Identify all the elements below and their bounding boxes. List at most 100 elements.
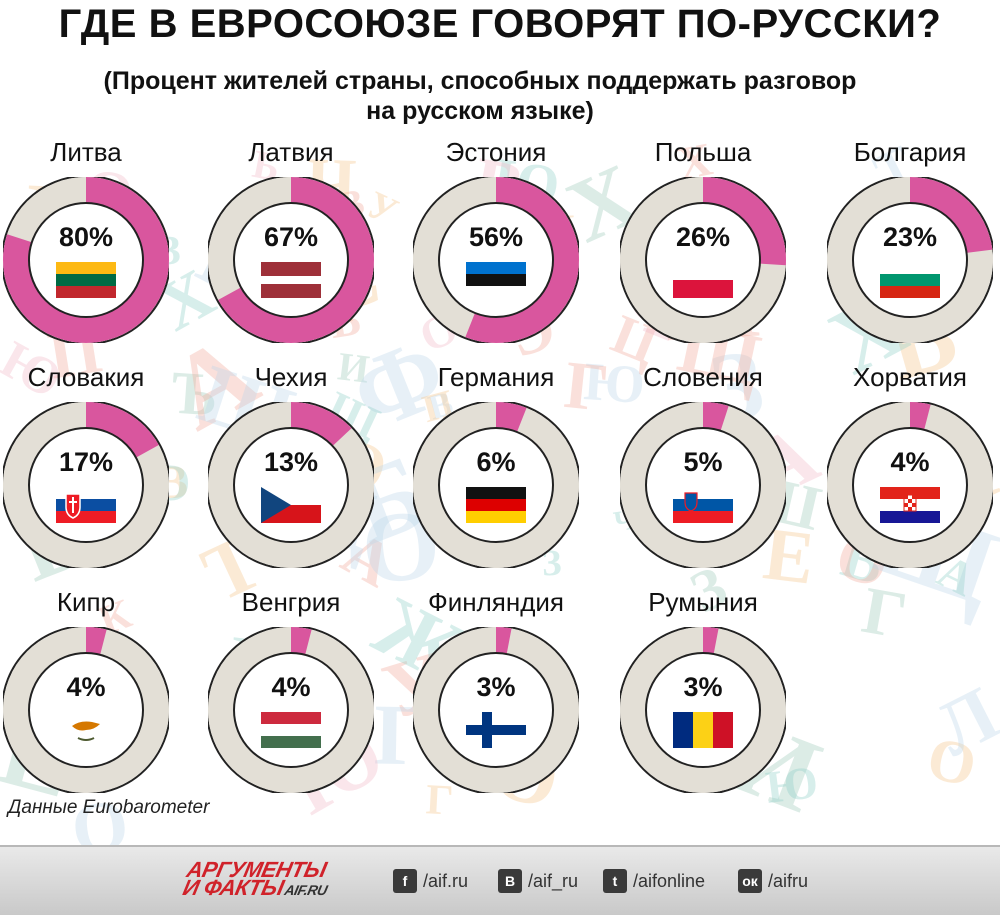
country-label-poland: Польша xyxy=(654,137,752,167)
donut-finland xyxy=(413,627,579,793)
country-label-croatia: Хорватия xyxy=(853,362,967,392)
twitter-icon: t xyxy=(603,869,627,893)
donut-value-arc xyxy=(208,627,374,793)
hungary-flag xyxy=(261,712,321,748)
aif-logo[interactable]: АРГУМЕНТЫ И ФАКТЫAIF.RU xyxy=(181,857,333,900)
donut-value-arc xyxy=(208,402,374,568)
donut-hungary xyxy=(208,627,374,793)
donut-inner-circle xyxy=(233,427,349,543)
footer-bar: АРГУМЕНТЫ И ФАКТЫAIF.RU f/aif.ru В/aif_ru… xyxy=(0,845,1000,915)
donut-latvia xyxy=(208,177,374,343)
donut-germany xyxy=(413,402,579,568)
donut-value-arc xyxy=(827,402,993,568)
slovakia-flag xyxy=(56,487,116,523)
value-label-finland: 3% xyxy=(476,672,516,702)
donut-lithuania xyxy=(3,177,169,343)
country-label-czechia: Чехия xyxy=(254,362,328,392)
germany-flag xyxy=(466,487,526,523)
donut-slovenia xyxy=(620,402,786,568)
donut-inner-circle xyxy=(438,202,554,318)
donut-inner-circle xyxy=(28,427,144,543)
facebook-icon: f xyxy=(393,869,417,893)
donut-romania xyxy=(620,627,786,793)
donut-inner-circle xyxy=(645,652,761,768)
value-label-slovenia: 5% xyxy=(683,447,723,477)
latvia-flag xyxy=(261,262,321,298)
country-label-hungary: Венгрия xyxy=(241,587,341,617)
donut-inner-circle xyxy=(233,652,349,768)
cyprus-flag xyxy=(56,712,116,748)
country-label-finland: Финляндия xyxy=(427,587,565,617)
donut-inner-circle xyxy=(233,202,349,318)
donut-value-arc xyxy=(620,627,786,793)
value-label-hungary: 4% xyxy=(271,672,311,702)
value-label-cyprus: 4% xyxy=(66,672,106,702)
value-label-estonia: 56% xyxy=(468,222,524,252)
country-label-estonia: Эстония xyxy=(445,137,547,167)
value-label-czechia: 13% xyxy=(263,447,319,477)
country-label-latvia: Латвия xyxy=(248,137,334,167)
social-link-facebook[interactable]: f/aif.ru xyxy=(393,869,468,893)
country-label-slovenia: Словения xyxy=(643,362,763,392)
donut-inner-circle xyxy=(852,202,968,318)
logo-domain: AIF.RU xyxy=(283,882,329,898)
donut-estonia xyxy=(413,177,579,343)
czechia-flag xyxy=(261,487,321,523)
social-handle: /aif.ru xyxy=(423,870,469,891)
subtitle-line-2: на русском языке) xyxy=(366,97,594,125)
lithuania-flag xyxy=(56,262,116,298)
donut-value-arc xyxy=(413,627,579,793)
donut-value-arc xyxy=(620,402,786,568)
slovenia-flag xyxy=(673,487,733,523)
donut-inner-circle xyxy=(438,427,554,543)
donut-value-arc xyxy=(827,177,993,343)
donut-slovakia xyxy=(3,402,169,568)
donut-inner-circle xyxy=(852,427,968,543)
donut-croatia xyxy=(827,402,993,568)
donut-value-arc xyxy=(413,177,579,343)
logo-line-2: И ФАКТЫAIF.RU xyxy=(181,875,329,900)
romania-flag xyxy=(673,712,733,748)
vkontakte-icon: В xyxy=(498,869,522,893)
odnoklassniki-icon: ок xyxy=(738,869,762,893)
subtitle: (Процент жителей страны, способных подде… xyxy=(30,66,930,126)
value-label-latvia: 67% xyxy=(263,222,319,252)
donut-inner-circle xyxy=(645,202,761,318)
social-link-odnoklassniki[interactable]: ок/aifru xyxy=(738,869,808,893)
page-title: ГДЕ В ЕВРОСОЮЗЕ ГОВОРЯТ ПО-РУССКИ? xyxy=(58,2,942,46)
social-handle: /aifonline xyxy=(633,870,706,891)
donut-inner-circle xyxy=(28,652,144,768)
donut-czechia xyxy=(208,402,374,568)
value-label-slovakia: 17% xyxy=(58,447,114,477)
donut-value-arc xyxy=(413,402,579,568)
donut-value-arc xyxy=(3,177,169,343)
estonia-flag xyxy=(466,262,526,298)
value-label-croatia: 4% xyxy=(890,447,930,477)
value-label-bulgaria: 23% xyxy=(882,222,938,252)
value-label-lithuania: 80% xyxy=(58,222,114,252)
donut-value-arc xyxy=(208,177,374,343)
value-label-romania: 3% xyxy=(683,672,723,702)
donut-value-arc xyxy=(3,402,169,568)
value-label-poland: 26% xyxy=(675,222,731,252)
social-link-vkontakte[interactable]: В/aif_ru xyxy=(498,869,578,893)
country-label-bulgaria: Болгария xyxy=(853,137,967,167)
social-handle: /aifru xyxy=(768,870,809,891)
donut-inner-circle xyxy=(28,202,144,318)
donut-cyprus xyxy=(3,627,169,793)
social-link-twitter[interactable]: t/aifonline xyxy=(603,869,705,893)
finland-flag xyxy=(466,712,526,748)
value-label-germany: 6% xyxy=(476,447,516,477)
donut-inner-circle xyxy=(645,427,761,543)
donut-bulgaria xyxy=(827,177,993,343)
logo-line-2-text: И ФАКТЫ xyxy=(180,875,286,900)
country-label-germany: Германия xyxy=(437,362,555,392)
country-label-lithuania: Литва xyxy=(50,137,122,167)
croatia-flag xyxy=(880,487,940,523)
donut-value-arc xyxy=(3,627,169,793)
bulgaria-flag xyxy=(880,262,940,298)
social-handle: /aif_ru xyxy=(528,870,579,891)
donut-inner-circle xyxy=(438,652,554,768)
donut-poland xyxy=(620,177,786,343)
country-label-romania: Румыния xyxy=(648,587,758,617)
